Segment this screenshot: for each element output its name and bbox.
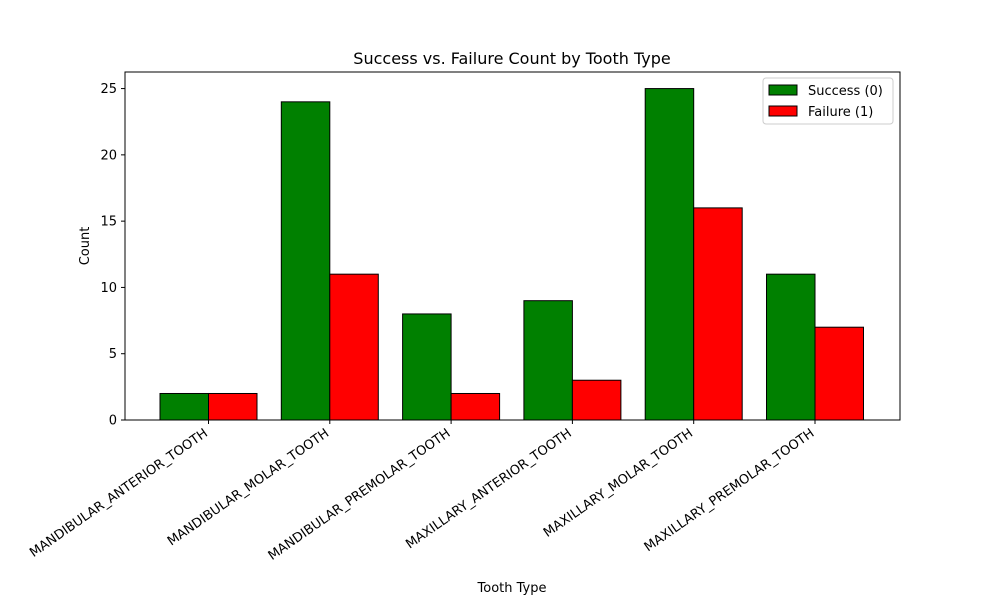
x-axis-label: Tooth Type: [477, 581, 547, 596]
legend-label: Success (0): [808, 84, 883, 99]
success-bar: [159, 392, 209, 421]
y-axis: 0 5 10 15 20 25: [100, 82, 125, 429]
legend-label: Failure (1): [808, 105, 873, 120]
success-bar: [523, 300, 573, 421]
legend-swatch: [768, 84, 798, 96]
legend-swatch: [768, 105, 798, 117]
success-bar: [280, 101, 331, 421]
y-tick-label: 10: [100, 281, 117, 296]
y-axis-label: Count: [78, 227, 93, 266]
y-tick-label: 25: [100, 82, 117, 97]
failure-bar: [693, 207, 743, 421]
y-tick-label: 20: [100, 148, 117, 163]
plot-frame: [124, 71, 901, 421]
failure-bar: [208, 392, 258, 421]
success-bar: [402, 313, 452, 421]
bars-group: [159, 88, 864, 421]
failure-bar: [571, 379, 622, 421]
y-tick-label: 5: [109, 347, 117, 362]
x-axis: MANDIBULAR_ANTERIOR_TOOTHMANDIBULAR_MOLA…: [27, 420, 817, 564]
y-tick-label: 0: [109, 414, 117, 429]
success-bar: [644, 88, 695, 421]
success-bar: [766, 273, 816, 421]
failure-bar: [329, 273, 379, 421]
legend: Success (0) Failure (1): [762, 77, 894, 125]
failure-bar: [450, 392, 501, 421]
y-tick-label: 15: [100, 215, 117, 230]
chart-title: Success vs. Failure Count by Tooth Type: [353, 49, 670, 68]
failure-bar: [814, 326, 864, 421]
